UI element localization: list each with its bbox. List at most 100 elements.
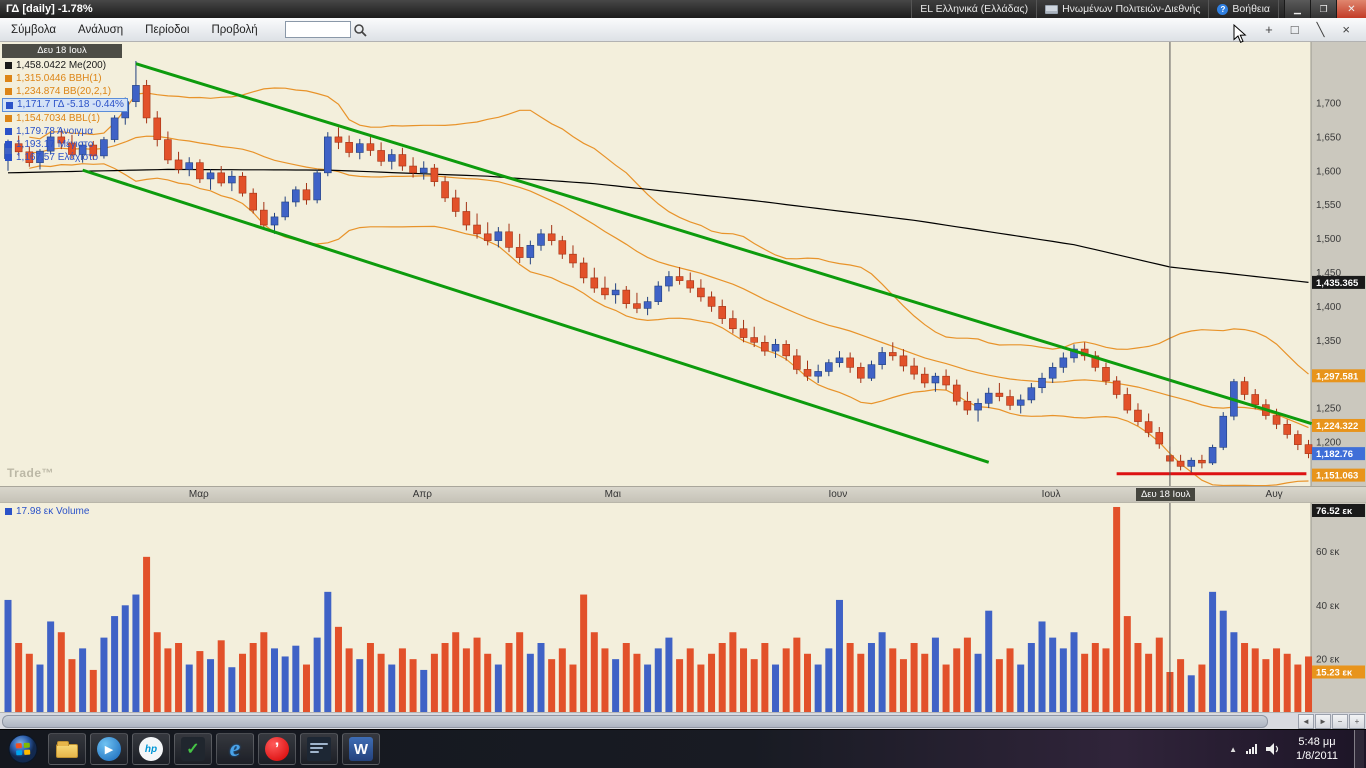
legend-row[interactable]: 1,171.7 ΓΔ -5.18 -0.44% bbox=[2, 98, 128, 112]
scroll-left-button[interactable]: ◄ bbox=[1298, 714, 1314, 729]
network-icon[interactable] bbox=[1245, 744, 1257, 754]
zoom-out-button[interactable]: − bbox=[1332, 714, 1348, 729]
volume-max-badge bbox=[1312, 504, 1365, 517]
taskbar-media-player-button[interactable]: ▶ bbox=[90, 733, 128, 765]
svg-text:1,700: 1,700 bbox=[1316, 99, 1341, 110]
legend-row[interactable]: 1,234.874 BB(20,2,1) bbox=[2, 85, 128, 98]
minimize-button[interactable]: ▁ bbox=[1284, 0, 1310, 18]
legend-row[interactable]: 1,154.7034 BBL(1) bbox=[2, 112, 128, 125]
svg-text:1,297.581: 1,297.581 bbox=[1316, 371, 1359, 382]
x-axis-label: Μαι bbox=[604, 489, 621, 500]
trendline-tool-icon[interactable]: ╲ bbox=[1316, 22, 1325, 37]
legend-row[interactable]: 1,458.0422 Me(200) bbox=[2, 59, 128, 72]
chart-legend: Δευ 18 Ιουλ 1,458.0422 Me(200) 1,315.0446… bbox=[2, 44, 128, 164]
legend-row[interactable]: 1,315.0446 BBH(1) bbox=[2, 72, 128, 85]
svg-text:15.23 εκ: 15.23 εκ bbox=[1316, 667, 1353, 678]
price-chart-canvas[interactable]: 1,700 1,650 1,600 1,550 1,500 1,450 1,400 1,350… bbox=[0, 42, 1366, 486]
svg-text:1,250: 1,250 bbox=[1316, 404, 1341, 415]
crosshair-tool-icon[interactable]: × bbox=[1342, 22, 1350, 37]
taskbar-console-app-button[interactable] bbox=[300, 733, 338, 765]
taskbar-clock[interactable]: 5:48 μμ 1/8/2011 bbox=[1289, 735, 1345, 764]
legend-marker bbox=[5, 62, 12, 69]
legend-marker bbox=[6, 101, 13, 109]
svg-text:1,650: 1,650 bbox=[1316, 132, 1341, 143]
menu-analysis[interactable]: Ανάλυση bbox=[78, 23, 124, 36]
volume-current-badge bbox=[1312, 665, 1365, 679]
legend-marker bbox=[5, 128, 12, 135]
volume-bars bbox=[4, 506, 1313, 713]
system-tray: ▲ 5:48 μμ 1/8/2011 bbox=[1229, 729, 1366, 768]
volume-legend-marker bbox=[5, 508, 12, 515]
language-bar-item-el[interactable]: EL Ελληνικά (Ελλάδας) bbox=[911, 0, 1037, 18]
language-bar-grip[interactable] bbox=[1278, 0, 1284, 18]
trendline bbox=[135, 62, 1313, 426]
volume-icon[interactable] bbox=[1265, 743, 1280, 755]
language-label: EL Ελληνικά (Ελλάδας) bbox=[920, 3, 1029, 15]
legend-text: 1,167.57 Ελάχιστο bbox=[16, 151, 99, 163]
taskbar-word-button[interactable]: W bbox=[342, 733, 380, 765]
restore-button[interactable]: ❐ bbox=[1310, 0, 1336, 18]
menu-periods[interactable]: Περίοδοι bbox=[145, 23, 190, 36]
x-axis-label: Ιουν bbox=[828, 489, 848, 500]
svg-text:1,550: 1,550 bbox=[1316, 200, 1341, 211]
taskbar-hp-button[interactable]: hp bbox=[132, 733, 170, 765]
x-axis-label: Αυγ bbox=[1265, 489, 1283, 500]
chart-legend-rows: 1,458.0422 Me(200) 1,315.0446 BBH(1) 1,234… bbox=[2, 59, 128, 164]
language-bar-help[interactable]: ? Βοήθεια bbox=[1208, 0, 1278, 18]
legend-text: 1,193.17 Μέγιστο bbox=[16, 138, 94, 150]
volume-chart-canvas[interactable]: 60 εκ 40 εκ 20 εκ 76.52 εκ 15.23 εκ bbox=[0, 503, 1366, 713]
svg-text:1,600: 1,600 bbox=[1316, 166, 1341, 177]
price-axis-gutter bbox=[1311, 42, 1366, 486]
svg-text:60 εκ: 60 εκ bbox=[1316, 547, 1340, 558]
legend-row[interactable]: 1,179.78 Άνοιγμα bbox=[2, 125, 128, 138]
bollinger-band-line bbox=[29, 135, 1309, 429]
menu-bar: Σύμβολα Ανάλυση Περίοδοι Προβολή + □ ╲ × bbox=[0, 18, 1366, 42]
x-axis-label: Ιουλ bbox=[1041, 489, 1061, 500]
mouse-cursor bbox=[1233, 24, 1247, 44]
legend-row[interactable]: 1,193.17 Μέγιστο bbox=[2, 138, 128, 151]
help-icon: ? bbox=[1217, 3, 1229, 15]
chart-toolbar: + □ ╲ × bbox=[1265, 23, 1366, 36]
language-bar-item-keyboard[interactable]: Ηνωμένων Πολιτειών-Διεθνής bbox=[1036, 0, 1209, 18]
scrollbar-thumb[interactable] bbox=[2, 715, 1268, 728]
window-tool-icon[interactable]: □ bbox=[1290, 22, 1299, 37]
close-button[interactable]: ✕ bbox=[1336, 0, 1366, 18]
search-icon[interactable] bbox=[353, 23, 367, 37]
title-bar: ΓΔ [daily] -1.78% EL Ελληνικά (Ελλάδας) … bbox=[0, 0, 1366, 18]
folder-icon bbox=[56, 740, 78, 758]
scroll-right-button[interactable]: ► bbox=[1315, 714, 1331, 729]
legend-marker bbox=[5, 88, 12, 95]
x-axis-highlight: Δευ 18 Ιουλ bbox=[1135, 488, 1196, 501]
taskbar-internet-explorer-button[interactable]: e bbox=[216, 733, 254, 765]
taskbar-checkmark-app-button[interactable]: ✓ bbox=[174, 733, 212, 765]
volume-pane[interactable]: 60 εκ 40 εκ 20 εκ 76.52 εκ 15.23 εκ 17.98 εκ… bbox=[0, 502, 1366, 713]
hp-icon: hp bbox=[139, 737, 163, 761]
price-badge bbox=[1312, 275, 1365, 289]
svg-text:1,224.322: 1,224.322 bbox=[1316, 421, 1358, 432]
checkmark-icon: ✓ bbox=[181, 737, 205, 761]
symbol-search-input[interactable] bbox=[284, 21, 351, 38]
keyboard-layout-label: Ηνωμένων Πολιτειών-Διεθνής bbox=[1062, 3, 1201, 15]
menu-symbols[interactable]: Σύμβολα bbox=[11, 23, 57, 36]
chart-scrollbar[interactable]: ◄ ► − + bbox=[0, 712, 1366, 729]
svg-text:1,435.365: 1,435.365 bbox=[1316, 278, 1359, 289]
add-tool-icon[interactable]: + bbox=[1265, 22, 1273, 37]
hidden-icons-arrow[interactable]: ▲ bbox=[1229, 744, 1237, 754]
legend-row[interactable]: 1,167.57 Ελάχιστο bbox=[2, 151, 128, 164]
price-chart-pane[interactable]: 1,700 1,650 1,600 1,550 1,500 1,450 1,400 1,350… bbox=[0, 42, 1366, 486]
svg-text:1,350: 1,350 bbox=[1316, 336, 1341, 347]
price-badge bbox=[1312, 468, 1365, 482]
legend-text: 1,234.874 BB(20,2,1) bbox=[16, 85, 112, 97]
legend-text: 1,315.0446 BBH(1) bbox=[16, 72, 102, 84]
legend-marker bbox=[5, 75, 12, 82]
legend-text: 1,458.0422 Me(200) bbox=[16, 59, 107, 71]
taskbar-vodafone-button[interactable]: ’ bbox=[258, 733, 296, 765]
show-desktop-button[interactable] bbox=[1354, 729, 1364, 768]
start-button[interactable] bbox=[0, 730, 46, 768]
menu-view[interactable]: Προβολή bbox=[211, 23, 258, 36]
taskbar-explorer-button[interactable] bbox=[48, 733, 86, 765]
zoom-in-button[interactable]: + bbox=[1349, 714, 1365, 729]
taskbar: ▶ hp ✓ e ’ W ▲ 5:48 μμ 1/8/2011 bbox=[0, 729, 1366, 768]
legend-marker bbox=[5, 115, 12, 122]
